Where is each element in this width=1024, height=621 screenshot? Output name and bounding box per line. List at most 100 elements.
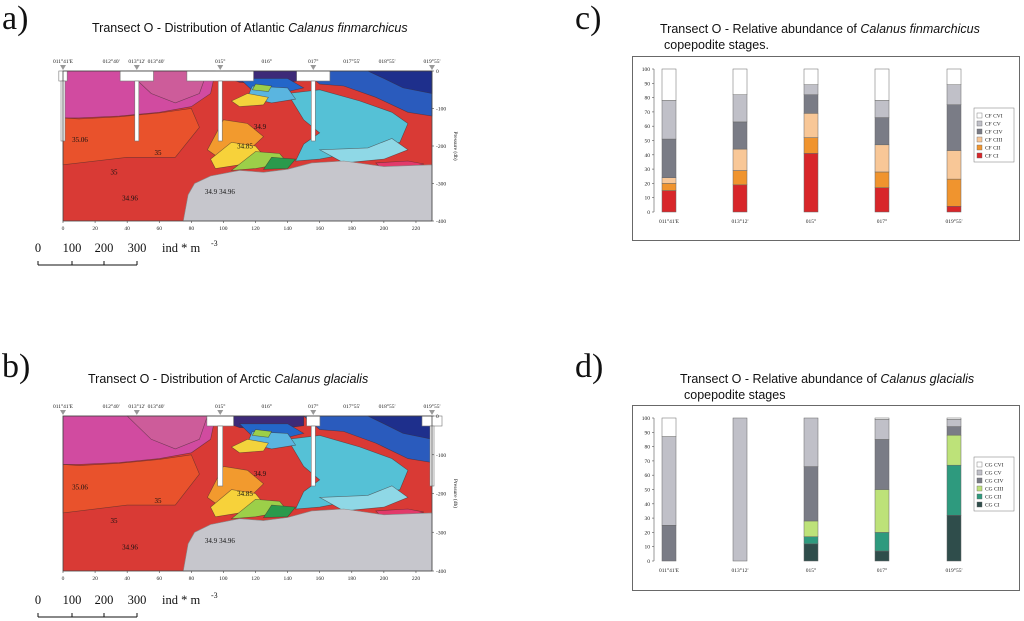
- contour-band: [62, 454, 200, 514]
- legend-swatch: [976, 493, 983, 500]
- top-longitude-label: 013°12': [128, 58, 145, 65]
- y-tick-label: 80: [645, 96, 651, 102]
- scale-tick-label: 300: [128, 241, 147, 255]
- bar-segment: [874, 439, 890, 490]
- panel-a-title-species: Calanus finmarchicus: [288, 21, 408, 35]
- y-tick-label: 0: [647, 559, 650, 565]
- bar-segment: [874, 68, 890, 101]
- panel-letter-c: c): [575, 0, 602, 37]
- contour-label: 35.06: [72, 484, 88, 492]
- x-tick-label: 40: [124, 226, 130, 232]
- station-marker: [217, 410, 224, 415]
- panel-a-title: Transect O - Distribution of Atlantic Ca…: [92, 21, 408, 35]
- x-tick-label: 100: [219, 576, 228, 582]
- scale-bar-a: 0 100 200 300 ind * m -3: [35, 239, 218, 266]
- panel-b-title-prefix: Transect O - Distribution of Arctic: [88, 372, 275, 386]
- scale-tick-label: 100: [63, 593, 82, 607]
- top-longitude-label: 018°55': [379, 58, 396, 65]
- legend-swatch: [976, 461, 983, 468]
- legend-label: CG CIV: [985, 479, 1004, 485]
- station-marker: [217, 65, 224, 70]
- abundance-bar: [310, 80, 316, 142]
- y-tick-label: 100: [642, 416, 651, 422]
- panel-d-title: Transect O - Relative abundance of Calan…: [680, 371, 974, 403]
- top-longitude-label: 011°41'E: [53, 403, 74, 410]
- section-plot-b: 011°41'E 012°40' 013°12' 013°40' 015° 016° 017…: [53, 403, 459, 582]
- station-marker: [133, 410, 140, 415]
- legend-swatch: [976, 469, 983, 476]
- abundance-bar: [134, 80, 140, 142]
- scale-tick-label: 200: [95, 593, 114, 607]
- station-marker: [429, 65, 435, 70]
- top-longitude-label: 019°55': [424, 403, 441, 410]
- x-tick-label: 220: [412, 226, 421, 232]
- top-longitude-label: 013°40': [148, 403, 165, 410]
- y-tick-label: 90: [645, 430, 651, 436]
- bar-segment: [661, 183, 677, 191]
- y-tick-label: -300: [436, 182, 446, 188]
- panel-letter-b: b): [2, 348, 31, 385]
- scale-unit-superscript: -3: [211, 239, 218, 248]
- contour-band: [230, 93, 269, 107]
- category-label: 015°: [806, 567, 816, 574]
- bar-segment: [661, 190, 677, 213]
- x-tick-label: 200: [380, 576, 389, 582]
- bar-segment: [803, 94, 819, 114]
- category-label: 011°41'E: [659, 567, 680, 574]
- legend-swatch: [976, 120, 983, 127]
- section-fill: [62, 415, 433, 572]
- panel-b-title: Transect O - Distribution of Arctic Cala…: [88, 372, 368, 386]
- station-marker: [310, 65, 317, 70]
- legend-label: CG CVI: [985, 463, 1004, 469]
- x-tick-label: 80: [189, 226, 195, 232]
- category-label: 015°: [806, 218, 816, 225]
- bar-segment: [946, 104, 962, 151]
- y-tick-label: -100: [436, 107, 446, 113]
- category-label: 019°55': [946, 218, 963, 225]
- legend-label: CF CV: [985, 122, 1001, 128]
- bar-segment: [946, 84, 962, 105]
- legend-label: CF CI: [985, 154, 999, 160]
- stacked-bar-chart-d: 0 10 20 30 40 50 60 70 80 90 100 011°41'E 013°12' 015…: [632, 405, 1020, 591]
- category-label: 017°: [877, 218, 887, 225]
- contour-label: 34.9: [205, 188, 218, 196]
- bar-segment: [946, 150, 962, 180]
- legend-label: CG CII: [985, 495, 1002, 501]
- panel-d-title-line2: copepodite stages: [684, 388, 786, 402]
- bar-segment: [946, 178, 962, 207]
- x-tick-label: 180: [348, 226, 357, 232]
- top-longitude-label: 015°: [215, 58, 225, 65]
- station-marker: [310, 410, 317, 415]
- top-longitude-label: 011°41'E: [53, 58, 74, 65]
- y-tick-label: -400: [436, 569, 446, 575]
- bar-segment: [732, 148, 748, 171]
- x-tick-label: 160: [316, 226, 325, 232]
- top-longitude-label: 013°12': [128, 403, 145, 410]
- abundance-bar: [217, 425, 224, 487]
- chart-frame: [632, 405, 1020, 591]
- contour-label: 34.96: [219, 188, 235, 196]
- abundance-bar: [217, 80, 223, 142]
- scale-tick-label: 200: [95, 241, 114, 255]
- x-tick-label: 20: [92, 576, 98, 582]
- bar-segment: [803, 137, 819, 154]
- legend-label: CF CIII: [985, 138, 1002, 144]
- y-tick-label: 100: [642, 67, 651, 73]
- contour-label: 35: [111, 169, 119, 177]
- bar-segment: [874, 550, 890, 562]
- y-tick-label: 0: [647, 210, 650, 216]
- x-tick-label: 60: [157, 576, 163, 582]
- legend-swatch: [976, 477, 983, 484]
- station-marker: [60, 65, 66, 70]
- bar-segment: [803, 153, 819, 213]
- scale-tick-label: 0: [35, 241, 41, 255]
- bar-segment: [803, 68, 819, 85]
- category-label: 013°12': [732, 567, 749, 574]
- x-tick-label: 140: [283, 226, 292, 232]
- panel-d-title-species: Calanus glacialis: [880, 372, 975, 386]
- panel-c-title-prefix: Transect O - Relative abundance of: [660, 22, 861, 36]
- station-marker: [60, 410, 66, 415]
- x-tick-label: 200: [380, 226, 389, 232]
- contour-label: 34.85: [237, 490, 253, 498]
- scale-unit: ind * m: [162, 241, 200, 255]
